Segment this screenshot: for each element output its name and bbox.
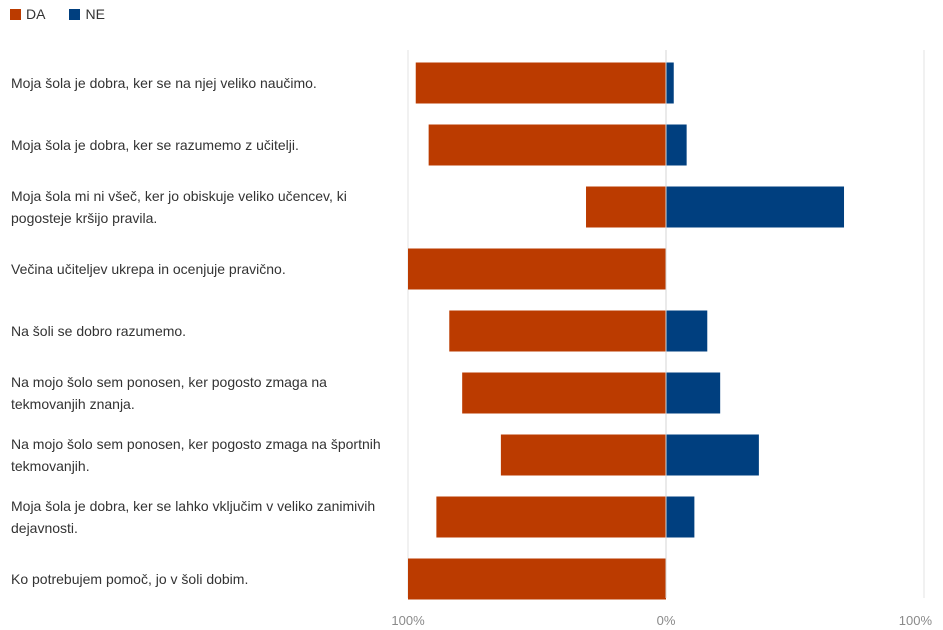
legend-swatch-ne [69, 8, 81, 20]
legend-label-da: DA [26, 6, 46, 22]
bar-da-2[interactable] [586, 186, 666, 228]
tick-label-2: 100% [899, 613, 933, 628]
legend-swatch-da [10, 8, 21, 20]
category-label-5: Na mojo šolo sem ponosen, ker pogosto zm… [11, 374, 327, 412]
category-label-8: Ko potrebujem pomoč, jo v šoli dobim. [11, 571, 249, 587]
bar-da-6[interactable] [500, 434, 666, 476]
bar-ne-6[interactable] [666, 434, 759, 476]
bar-ne-7[interactable] [666, 496, 695, 538]
category-label-1: Moja šola je dobra, ker se razumemo z uč… [11, 137, 299, 153]
legend-item-ne[interactable]: NE [69, 6, 105, 22]
bar-da-4[interactable] [449, 310, 666, 352]
category-label-3: Večina učiteljev ukrepa in ocenjuje prav… [11, 261, 286, 277]
legend: DA NE [10, 6, 105, 22]
category-label-4: Na šoli se dobro razumemo. [11, 323, 187, 339]
bar-da-1[interactable] [428, 124, 666, 166]
bar-da-8[interactable] [408, 558, 666, 600]
bar-ne-1[interactable] [666, 124, 687, 166]
bar-da-0[interactable] [415, 62, 666, 104]
legend-label-ne: NE [85, 6, 105, 22]
tick-label-1: 0% [657, 613, 676, 628]
category-label-2: Moja šola mi ni všeč, ker jo obiskuje ve… [11, 188, 347, 226]
category-label-0: Moja šola je dobra, ker se na njej velik… [11, 75, 317, 91]
legend-item-da[interactable]: DA [10, 6, 45, 22]
bar-da-5[interactable] [462, 372, 666, 414]
bar-ne-4[interactable] [666, 310, 708, 352]
bar-ne-5[interactable] [666, 372, 721, 414]
bar-ne-2[interactable] [666, 186, 845, 228]
category-label-6: Na mojo šolo sem ponosen, ker pogosto zm… [11, 436, 381, 474]
bar-ne-0[interactable] [666, 62, 674, 104]
category-label-7: Moja šola je dobra, ker se lahko vključi… [11, 498, 376, 536]
bar-da-3[interactable] [408, 248, 666, 290]
bar-da-7[interactable] [436, 496, 666, 538]
tick-label-0: 100% [391, 613, 425, 628]
